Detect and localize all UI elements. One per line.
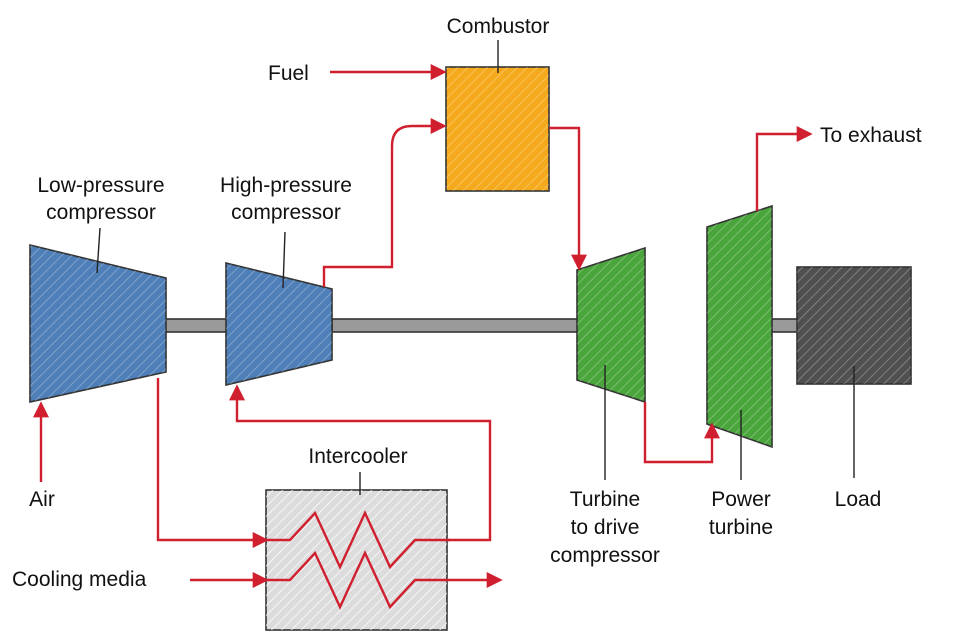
turbine-to-power-arrow <box>643 402 720 464</box>
label-load: Load <box>835 488 882 511</box>
low-pressure-compressor <box>29 243 167 403</box>
intercooler <box>265 489 448 631</box>
shaft-hp-turbine <box>331 318 579 333</box>
label-turbine-1: Turbine <box>570 488 640 511</box>
label-fuel: Fuel <box>268 62 309 85</box>
label-power-turbine-1: Power <box>711 488 771 511</box>
combustor <box>445 66 550 192</box>
label-to-exhaust: To exhaust <box>820 124 922 147</box>
shaft-lp-hp <box>164 318 228 333</box>
compressor-turbine <box>576 246 646 404</box>
label-lp-compressor-1: Low-pressure <box>37 174 164 197</box>
label-hp-compressor-2: compressor <box>231 201 341 224</box>
lp-to-intercooler-arrow <box>156 378 269 548</box>
shaft-power-load <box>770 318 800 333</box>
label-turbine-3: compressor <box>550 544 660 567</box>
label-power-turbine-2: turbine <box>709 516 773 539</box>
cooling-media-coil <box>266 550 430 610</box>
power-turbine <box>706 204 773 449</box>
leader-lines <box>96 40 855 495</box>
high-pressure-compressor <box>225 261 333 387</box>
intercooler-air-coil <box>266 510 450 570</box>
intercooler-to-hp-arrow <box>229 384 492 542</box>
label-intercooler: Intercooler <box>308 445 407 468</box>
label-hp-compressor-1: High-pressure <box>220 174 352 197</box>
label-cooling-media: Cooling media <box>12 568 147 591</box>
hp-to-combustor-arrow <box>322 118 447 287</box>
combustor-to-turbine-arrow <box>549 126 587 271</box>
flow-lines <box>33 64 813 610</box>
exhaust-arrow <box>755 126 813 211</box>
label-air: Air <box>29 488 55 511</box>
load <box>796 266 912 385</box>
label-lp-compressor-2: compressor <box>46 201 156 224</box>
label-turbine-2: to drive <box>571 516 640 539</box>
label-combustor: Combustor <box>447 15 550 38</box>
